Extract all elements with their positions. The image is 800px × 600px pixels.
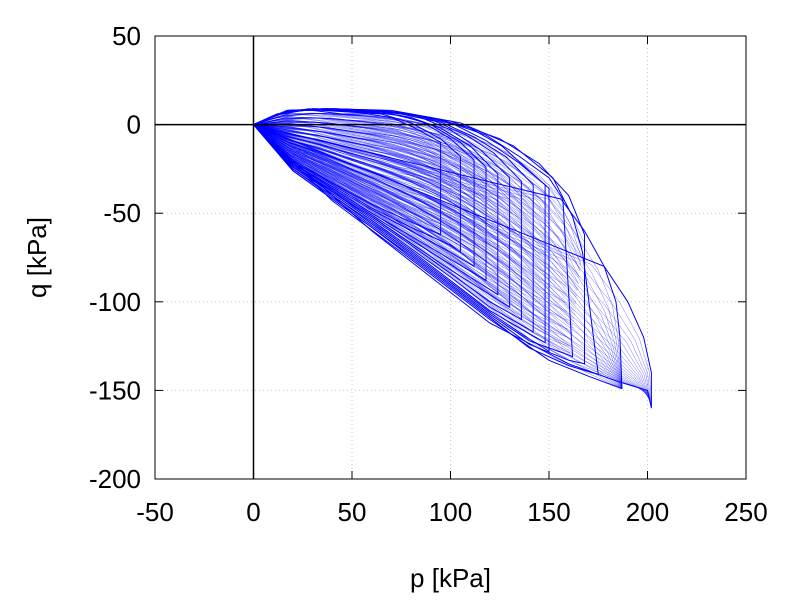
cycle-hatch bbox=[253, 124, 649, 396]
cycle-hatch bbox=[253, 124, 623, 388]
cycle-hatch bbox=[253, 124, 623, 389]
cycle-hatch bbox=[253, 117, 487, 180]
cycle-hatch bbox=[253, 124, 623, 389]
ticks: -50 0 50 100 150 200 250 -200 -150 -100 -50 0 50 bbox=[89, 21, 768, 527]
cycle-hatch bbox=[253, 114, 461, 162]
cycle-loop bbox=[253, 108, 574, 358]
x-tick-label: 0 bbox=[246, 497, 260, 527]
cycle-hatch bbox=[253, 117, 498, 188]
y-axis-label: q [kPa] bbox=[22, 217, 52, 298]
cycle-hatch bbox=[253, 124, 487, 250]
cycle-hatch bbox=[253, 124, 649, 393]
cycle-hatch bbox=[253, 124, 569, 338]
cycle-hatch bbox=[253, 124, 652, 407]
y-tick-label: -100 bbox=[89, 287, 141, 317]
x-tick-label: 50 bbox=[338, 497, 367, 527]
cycle-hatch bbox=[253, 124, 652, 406]
cycle-hatch bbox=[253, 124, 651, 404]
x-tick-label: 200 bbox=[626, 497, 669, 527]
cycle-hatch bbox=[253, 124, 579, 291]
cycle-hatch bbox=[253, 124, 649, 395]
cycle-hatch bbox=[253, 124, 623, 388]
cycle-hatch bbox=[253, 121, 487, 187]
cycle-hatch bbox=[253, 123, 580, 278]
cycle-hatch bbox=[253, 124, 652, 408]
zero-lines bbox=[155, 36, 746, 479]
cycle-hatch bbox=[253, 124, 650, 400]
cycle-hatch bbox=[253, 124, 573, 335]
cycle-hatch bbox=[253, 124, 487, 269]
cycle-hatch bbox=[253, 124, 579, 284]
cycle-hatch bbox=[253, 124, 546, 238]
cycle-hatch bbox=[253, 124, 498, 208]
cycle-hatch bbox=[253, 121, 498, 195]
cycle-hatch bbox=[253, 124, 649, 397]
y-tick-label: -50 bbox=[103, 198, 141, 228]
cycle-hatch bbox=[253, 124, 651, 403]
y-tick-label: 0 bbox=[127, 110, 141, 140]
cycle-hatch bbox=[253, 124, 546, 256]
y-tick-label: 50 bbox=[112, 21, 141, 51]
x-tick-label: 100 bbox=[429, 497, 472, 527]
cycle-hatch bbox=[253, 124, 651, 402]
cycle-hatch bbox=[253, 124, 570, 360]
cycle-hatch bbox=[253, 124, 475, 249]
x-axis-label: p [kPa] bbox=[410, 563, 491, 593]
cycle-hatch bbox=[253, 124, 623, 389]
x-tick-label: 250 bbox=[724, 497, 767, 527]
cycle-hatch bbox=[253, 124, 649, 394]
cycle-hatch bbox=[253, 124, 623, 388]
cycle-hatch bbox=[253, 124, 565, 252]
y-tick-label: -200 bbox=[89, 464, 141, 494]
cycle-hatch bbox=[253, 124, 534, 308]
cycle-hatch bbox=[253, 112, 498, 182]
data-series bbox=[253, 108, 652, 409]
cycle-hatch bbox=[253, 124, 546, 229]
x-tick-label: -50 bbox=[136, 497, 174, 527]
cycle-hatch bbox=[253, 116, 582, 265]
cycle-hatch bbox=[253, 124, 623, 388]
cycle-hatch bbox=[253, 121, 546, 212]
cycle-hatch bbox=[253, 124, 498, 202]
cycle-hatch bbox=[253, 120, 581, 272]
cycle-hatch bbox=[253, 124, 522, 282]
cycle-hatch bbox=[253, 124, 648, 392]
x-tick-label: 150 bbox=[527, 497, 570, 527]
cycle-hatch bbox=[253, 124, 546, 308]
cycle-hatch bbox=[253, 124, 623, 389]
cycle-hatch bbox=[253, 124, 568, 330]
cycle-hatch bbox=[253, 124, 574, 328]
cycle-hatch bbox=[253, 124, 623, 389]
cycle-hatch bbox=[253, 124, 650, 398]
cycle-hatch bbox=[253, 113, 582, 259]
y-tick-label: -150 bbox=[89, 375, 141, 405]
cycle-hatch bbox=[253, 124, 577, 303]
cycle-hatch bbox=[253, 124, 650, 401]
cycle-hatch bbox=[253, 124, 569, 347]
cycle-hatch bbox=[253, 124, 546, 221]
cycle-hatch bbox=[253, 124, 550, 334]
cycle-hatch bbox=[253, 124, 575, 322]
cycle-hatch bbox=[253, 124, 650, 399]
cycle-hatch bbox=[253, 124, 651, 405]
cycle-hatch bbox=[253, 124, 623, 388]
cycle-hatch bbox=[253, 124, 550, 343]
